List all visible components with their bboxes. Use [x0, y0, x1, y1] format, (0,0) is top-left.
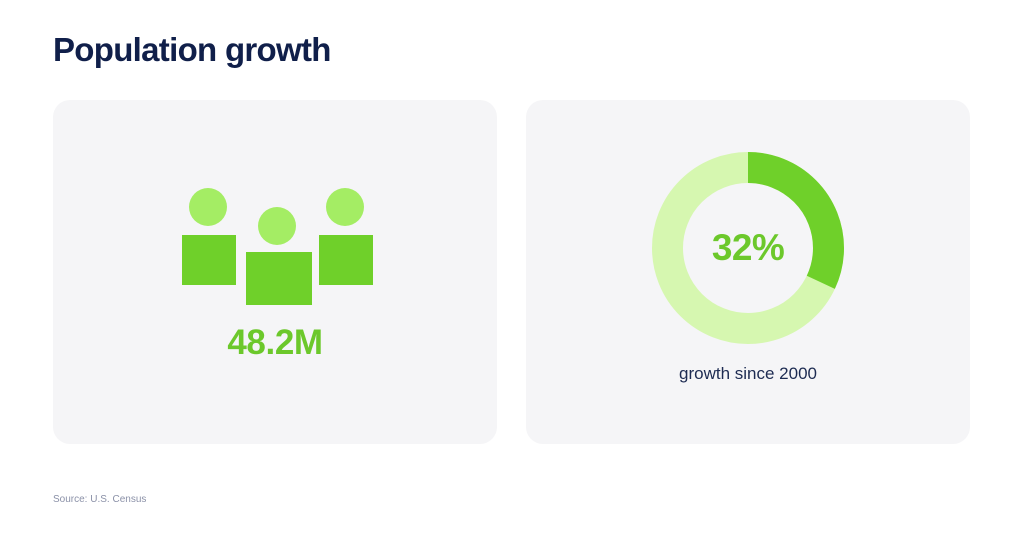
- donut-svg: [652, 152, 844, 344]
- source-note: Source: U.S. Census: [53, 494, 147, 505]
- person-head-icon: [326, 188, 364, 226]
- population-stat-value: 48.2M: [227, 323, 323, 362]
- person-body-icon: [246, 252, 312, 305]
- donut-center-value: 32%: [711, 227, 785, 268]
- growth-donut-chart: 32%: [652, 152, 844, 344]
- person-body-icon: [182, 235, 236, 285]
- person-head-icon: [258, 207, 296, 245]
- people-group-icon: [175, 185, 387, 310]
- growth-caption: growth since 2000: [679, 364, 817, 383]
- person-body-icon: [319, 235, 373, 285]
- page-title: Population growth: [53, 31, 331, 68]
- person-head-icon: [189, 188, 227, 226]
- donut-value-arc: [652, 152, 844, 344]
